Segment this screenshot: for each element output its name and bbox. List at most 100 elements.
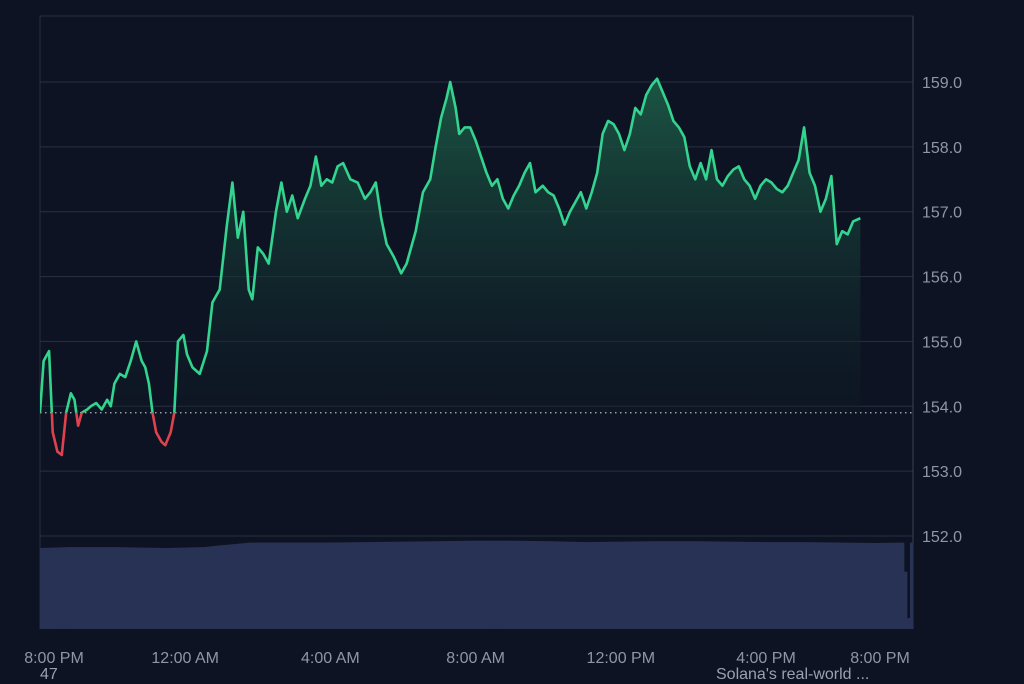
volume-bar xyxy=(897,542,902,629)
volume-bar xyxy=(383,541,387,629)
volume-bar xyxy=(392,541,396,629)
volume-bar xyxy=(295,542,300,629)
volume-bar xyxy=(130,547,134,629)
volume-bar xyxy=(274,542,279,629)
volume-bar xyxy=(112,547,116,629)
volume-bar xyxy=(332,542,336,629)
volume-bar xyxy=(512,540,517,629)
volume-bar xyxy=(368,542,372,629)
volume-bar xyxy=(55,547,59,629)
volume-bar xyxy=(335,542,339,629)
volume-bar xyxy=(247,542,252,629)
volume-bar xyxy=(199,547,203,629)
volume-bar xyxy=(590,541,595,629)
volume-bar xyxy=(578,541,583,629)
volume-bar xyxy=(154,547,158,629)
volume-bar xyxy=(458,540,462,629)
volume-bar xyxy=(738,541,742,629)
volume-bar xyxy=(419,541,423,629)
volume-bar xyxy=(356,542,360,629)
volume-bar xyxy=(88,547,92,629)
volume-bar xyxy=(100,547,104,629)
volume-bar xyxy=(750,541,754,629)
volume-bar xyxy=(732,541,736,629)
volume-bar xyxy=(759,542,763,629)
volume-bar xyxy=(286,542,291,629)
volume-bar xyxy=(82,547,86,629)
footer-headline-link[interactable]: Solana's real-world ... xyxy=(716,666,870,683)
volume-bar xyxy=(73,547,77,629)
volume-bar xyxy=(690,541,694,629)
volume-bar xyxy=(395,541,399,629)
volume-bar xyxy=(292,542,297,629)
volume-bar xyxy=(328,542,333,629)
volume-bar xyxy=(627,541,631,629)
volume-bars xyxy=(40,540,914,629)
volume-bar xyxy=(572,541,577,629)
volume-bar xyxy=(476,540,480,629)
volume-bar xyxy=(855,542,860,629)
volume-bar xyxy=(888,542,893,629)
volume-bar xyxy=(229,544,234,629)
volume-bar xyxy=(64,547,68,629)
volume-bar xyxy=(127,547,131,629)
footer-left-text[interactable]: 47 xyxy=(40,666,58,683)
volume-bar xyxy=(720,541,724,629)
volume-bar xyxy=(347,542,351,629)
volume-bar xyxy=(193,547,197,629)
price-area xyxy=(40,78,861,413)
volume-bar xyxy=(645,541,649,629)
volume-bar xyxy=(624,541,628,629)
volume-bar xyxy=(551,541,556,629)
volume-bar xyxy=(548,541,553,629)
volume-bar xyxy=(431,541,435,629)
volume-bar xyxy=(449,541,453,629)
volume-bar xyxy=(232,544,237,629)
volume-bar xyxy=(681,541,685,629)
volume-bar xyxy=(660,541,664,629)
volume-bar xyxy=(398,541,402,629)
volume-bar xyxy=(885,542,890,629)
volume-bar xyxy=(816,542,821,629)
volume-bar xyxy=(301,542,306,629)
volume-bar xyxy=(289,542,294,629)
volume-bar xyxy=(43,547,47,629)
volume-bar xyxy=(265,542,270,629)
volume-bar xyxy=(536,541,541,629)
volume-bar xyxy=(109,547,113,629)
volume-bar xyxy=(85,547,89,629)
volume-bar xyxy=(118,547,122,629)
volume-bar xyxy=(307,542,312,629)
volume-bar xyxy=(46,547,50,629)
volume-bar xyxy=(509,540,514,629)
volume-bar xyxy=(804,542,809,629)
volume-bar xyxy=(843,542,848,629)
volume-bar xyxy=(172,547,176,629)
volume-bar xyxy=(786,542,790,629)
volume-bar xyxy=(407,541,411,629)
volume-bar xyxy=(223,544,228,629)
volume-bar xyxy=(58,547,62,629)
price-line-down xyxy=(40,412,176,457)
y-tick-label: 152.0 xyxy=(922,529,962,546)
volume-bar xyxy=(584,542,589,629)
volume-bar xyxy=(145,547,149,629)
volume-bar xyxy=(283,542,288,629)
volume-bar xyxy=(879,542,884,629)
volume-bar xyxy=(440,541,444,629)
volume-bar xyxy=(783,542,787,629)
volume-bar xyxy=(557,541,562,629)
x-tick-label: 12:00 PM xyxy=(587,650,655,667)
volume-bar xyxy=(214,545,219,629)
volume-bar xyxy=(410,541,414,629)
volume-bar xyxy=(527,540,532,629)
volume-bar xyxy=(864,542,869,629)
volume-bar xyxy=(220,545,225,629)
volume-bar xyxy=(630,541,634,629)
volume-bar xyxy=(569,541,574,629)
volume-bar xyxy=(277,542,282,629)
volume-bar xyxy=(211,546,215,629)
volume-bar xyxy=(789,542,793,629)
volume-bar xyxy=(518,540,523,629)
